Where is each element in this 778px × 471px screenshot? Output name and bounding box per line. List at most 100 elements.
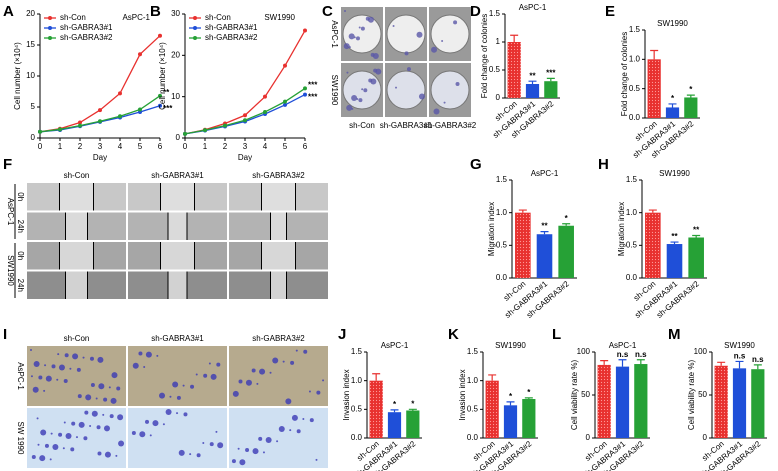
panel-label: F [3,156,12,173]
panel-label: G [470,156,482,173]
cell-blob [245,379,252,386]
error-bar [670,241,679,245]
y-tick-label: 1.0 [467,376,479,385]
y-axis-label: Migration index [617,202,626,256]
wound-gap [168,212,187,240]
bar [751,369,765,438]
point [118,114,122,119]
point [158,33,162,38]
cell-blob [110,397,117,404]
bar [665,107,680,118]
cell-blob [360,26,365,31]
cell-blob [96,425,101,430]
cell-blob [365,16,370,21]
error-bar [518,209,527,213]
y-tick-label: 100 [577,347,591,356]
cell-blob [82,356,85,359]
bar [688,237,704,278]
cell-blob [346,104,353,111]
cell-blob [245,447,250,452]
panel-label: D [470,3,481,20]
cell-blob [265,437,272,444]
point [243,113,247,118]
cell-blob [111,372,118,379]
x-tick-label: 2 [223,142,228,151]
cell-blob [132,362,139,369]
point [283,102,287,107]
cell-blob [363,88,368,93]
cell-blob [85,394,92,401]
y-tick-label: 10 [171,92,180,101]
cell-blob [51,364,56,369]
cell-blob [84,410,89,415]
y-tick-label: 1.5 [626,175,638,184]
bar [684,97,698,118]
wound-gap [261,242,296,270]
cell-blob [209,442,214,447]
y-tick-label: 0.5 [489,65,501,74]
significance: ** [163,88,170,97]
column-label: sh-GABRA3#1 [380,121,433,130]
bar [732,368,747,438]
error-bar [562,223,571,226]
wound-gap [59,183,94,211]
wound-gap [160,183,195,211]
point [98,108,102,113]
cell-blob [39,455,46,462]
cell-blob [72,353,79,360]
x-tick-label: 4 [263,142,268,151]
error-bar [488,374,497,381]
cell-blob [44,364,47,367]
cell-blob [262,451,265,454]
bar [615,366,630,438]
wound-gap [261,183,296,211]
cell-blob [453,20,458,25]
error-bar [540,231,549,235]
column-label: sh-Con [64,334,90,343]
error-bar [618,359,627,367]
bar [406,410,420,438]
x-tick-label: 6 [303,142,308,151]
cell-blob [149,434,152,437]
group-label: AsPC-1 [6,198,15,226]
y-tick-label: 15 [26,40,35,49]
cell-blob [258,436,263,441]
row-label: 0h [16,251,25,260]
cell-blob [98,383,105,390]
cell-blob [152,420,159,427]
column-label: sh-Con [64,171,90,180]
cell-blob [33,361,40,368]
bar [558,225,574,278]
significance: *** [308,81,318,90]
dish [342,14,382,54]
y-tick-label: 0 [586,433,591,442]
x-tick-label: 6 [158,142,163,151]
error-bar [692,234,701,238]
cell-blob [70,447,75,452]
cell-blob [322,379,325,382]
y-tick-label: 0.5 [467,404,479,413]
error-bar [510,34,519,42]
error-bar [717,361,726,366]
cell-blob [97,356,104,363]
panel-label: H [598,156,609,173]
x-tick-label: 1 [58,142,63,151]
cell-blob [190,384,195,389]
chart-title: SW1990 [495,341,526,350]
legend-marker [48,16,52,20]
y-tick-label: 20 [26,9,35,18]
panel-label: M [668,326,681,343]
legend-marker [48,26,52,30]
cell-blob [217,442,224,449]
cell-blob [71,421,76,426]
chart-title: SW1990 [659,169,690,178]
chart-title: AsPC-1 [609,341,637,350]
point [263,94,267,99]
legend-label: sh-GABRA3#1 [60,23,113,32]
error-bar [408,408,417,411]
chart-title: SW1990 [657,19,688,28]
y-axis-label: Cell viability rate %) [570,360,579,431]
y-tick-label: 1.0 [351,376,363,385]
cell-blob [95,397,98,400]
y-axis-label: Migration index [487,202,496,256]
